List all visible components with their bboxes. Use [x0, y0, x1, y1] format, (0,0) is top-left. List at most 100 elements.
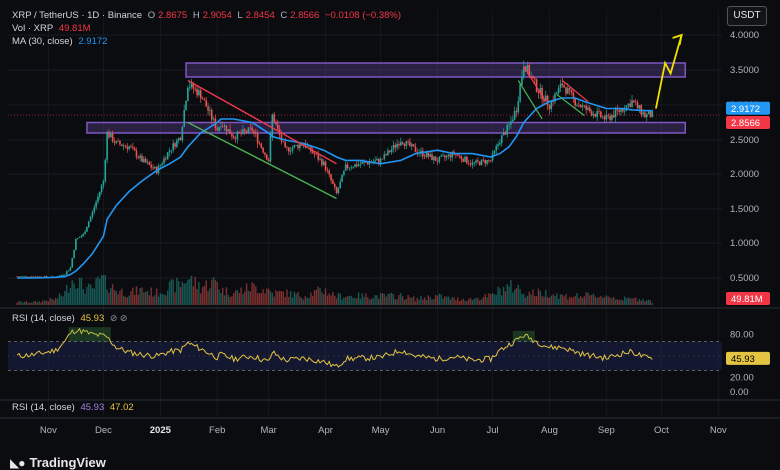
candle-body [425, 152, 428, 157]
candle-body [291, 147, 294, 151]
volume-bar [563, 296, 565, 305]
volume-bar [100, 275, 103, 305]
volume-bar [152, 296, 154, 305]
volume-bar [592, 293, 595, 305]
candle-body [84, 231, 86, 235]
candle-body [40, 276, 42, 278]
eye-icon[interactable]: ⊘ ⊘ [109, 313, 128, 323]
candle-body [475, 160, 477, 163]
candle-body [293, 145, 296, 148]
volume-bar [323, 294, 325, 305]
candle-body [422, 150, 424, 157]
candle-body [574, 97, 576, 106]
rsi-label[interactable]: RSI (14, close) [12, 313, 75, 324]
volume-bar [436, 295, 439, 305]
candle-body [288, 147, 290, 152]
ma-label[interactable]: MA (30, close) [12, 36, 73, 47]
volume-bar [177, 281, 180, 305]
volume-bar [578, 297, 580, 305]
candle-body [502, 132, 505, 136]
candle-body [282, 141, 285, 143]
candle-body [313, 153, 316, 155]
symbol-label[interactable]: XRP / TetherUS · 1D · Binance [12, 10, 143, 21]
candle-body [399, 142, 402, 146]
candle-body [651, 111, 654, 118]
volume-bar [490, 294, 492, 305]
candle-body [374, 160, 376, 162]
x-tick-label: Oct [654, 425, 669, 436]
candle-body [133, 148, 136, 151]
tradingview-logo[interactable]: ◣● TradingView [10, 455, 106, 470]
candle-body [67, 270, 70, 272]
volume-bar [86, 286, 88, 305]
volume-bar [291, 297, 294, 305]
volume-bar [80, 277, 83, 305]
volume-bar [266, 288, 268, 305]
rsi-y-tick-label: 80.00 [730, 329, 754, 340]
candle-body [563, 85, 565, 88]
candle-body [87, 221, 90, 227]
volume-bar [144, 292, 147, 305]
volume-bar [368, 299, 371, 305]
candle-body [240, 132, 242, 134]
volume-bar [444, 296, 446, 305]
brand-label: TradingView [29, 455, 106, 470]
volume-bar [552, 294, 554, 305]
volume-bar [614, 299, 617, 305]
volume-label[interactable]: Vol · XRP [12, 23, 54, 34]
volume-bar [598, 296, 600, 305]
candle-body [267, 159, 270, 162]
candle-body [216, 128, 219, 131]
rsi-value-tag-label: 45.93 [731, 354, 755, 365]
candle-body [392, 145, 395, 150]
volume-bar [201, 287, 204, 305]
volume-bar [122, 295, 125, 305]
x-tick-label: Mar [260, 425, 276, 436]
currency-button[interactable]: USDT [727, 6, 767, 26]
projection-arrow [655, 34, 683, 109]
y-tick-label: 0.5000 [730, 273, 759, 284]
candle-body [436, 160, 439, 162]
volume-bar [515, 288, 518, 305]
ma-line [17, 97, 653, 279]
candle-body [209, 110, 211, 111]
rsi-overbought-fill [512, 330, 535, 342]
high-label: H [192, 10, 200, 21]
candle-body [137, 156, 140, 158]
candle-body [328, 170, 331, 175]
volume-bar [95, 278, 97, 305]
candle-body [587, 107, 589, 110]
volume-bar [78, 277, 81, 305]
candle-body [482, 159, 485, 161]
candle-body [36, 276, 39, 278]
volume-bar [288, 296, 290, 305]
volume-bar [638, 298, 641, 305]
candle-body [401, 142, 404, 145]
volume-bar [427, 295, 430, 305]
volume-bar [97, 276, 99, 305]
candle-body [108, 131, 110, 138]
volume-bar [468, 298, 470, 305]
volume-bar [267, 288, 270, 305]
volume-bar [629, 298, 631, 305]
candle-body [423, 156, 426, 157]
rsi-bottom-label[interactable]: RSI (14, close) [12, 402, 75, 413]
volume-bar [280, 291, 283, 305]
candle-body [544, 95, 547, 102]
volume-bar [589, 295, 591, 305]
volume-bar [32, 301, 35, 305]
rsi-bottom-value: 45.93 [80, 402, 105, 413]
volume-bar [585, 292, 587, 305]
volume-bar [297, 291, 299, 305]
candle-body [385, 154, 387, 156]
volume-bar [647, 299, 650, 305]
candle-body [379, 158, 382, 163]
open-value: 2.8675 [158, 10, 188, 21]
volume-bar [357, 292, 360, 305]
volume-bar [330, 295, 332, 305]
candle-body [159, 164, 162, 166]
volume-bar [212, 277, 215, 305]
volume-bar [458, 301, 461, 305]
volume-bar [306, 297, 308, 305]
